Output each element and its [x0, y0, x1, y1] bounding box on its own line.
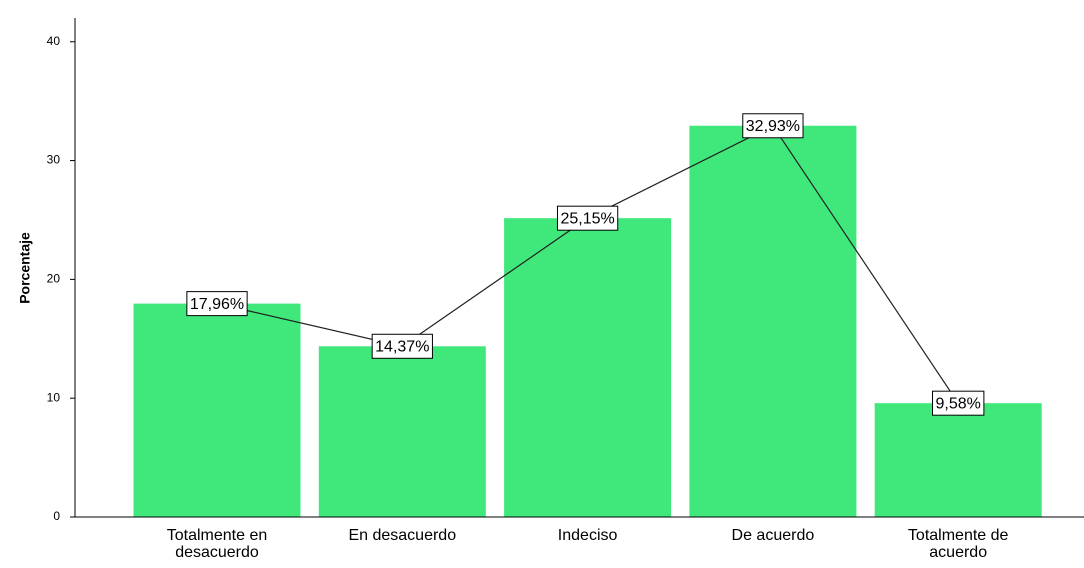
value-label-box [186, 291, 248, 317]
y-tick-label: 0 [53, 509, 60, 523]
value-label-box [932, 390, 985, 416]
value-label: 9,58% [932, 390, 985, 416]
y-tick-label: 40 [47, 34, 61, 48]
bar [504, 218, 672, 518]
y-tick-label: 10 [47, 390, 61, 404]
value-label-box [742, 113, 804, 139]
y-tick-label: 30 [47, 153, 61, 167]
value-label: 25,15% [556, 205, 619, 231]
value-label: 32,93% [742, 113, 804, 139]
bar [874, 403, 1042, 517]
x-tick-label: En desacuerdo [348, 527, 457, 544]
value-label-text: 32,93% [746, 118, 800, 135]
value-label-text: 17,96% [190, 296, 244, 313]
y-tick-label: 20 [47, 272, 61, 286]
value-label: 14,37% [371, 333, 433, 359]
x-tick-label: Totalmente en desacuerdo [166, 527, 268, 561]
bar [689, 125, 857, 517]
value-label: 17,96% [186, 291, 248, 317]
value-label-text: 14,37% [375, 338, 429, 355]
value-label-box [556, 205, 619, 231]
x-tick-label: Indeciso [557, 527, 618, 544]
bar [318, 346, 486, 517]
value-label-text: 9,58% [936, 395, 981, 412]
x-tick-label: Totalmente de acuerdo [907, 527, 1009, 561]
value-label-text: 25,15% [560, 210, 614, 227]
bar [133, 303, 301, 517]
value-label-box [371, 333, 433, 359]
x-tick-label: De acuerdo [731, 527, 815, 544]
y-axis-label: Porcentaje [17, 232, 33, 304]
